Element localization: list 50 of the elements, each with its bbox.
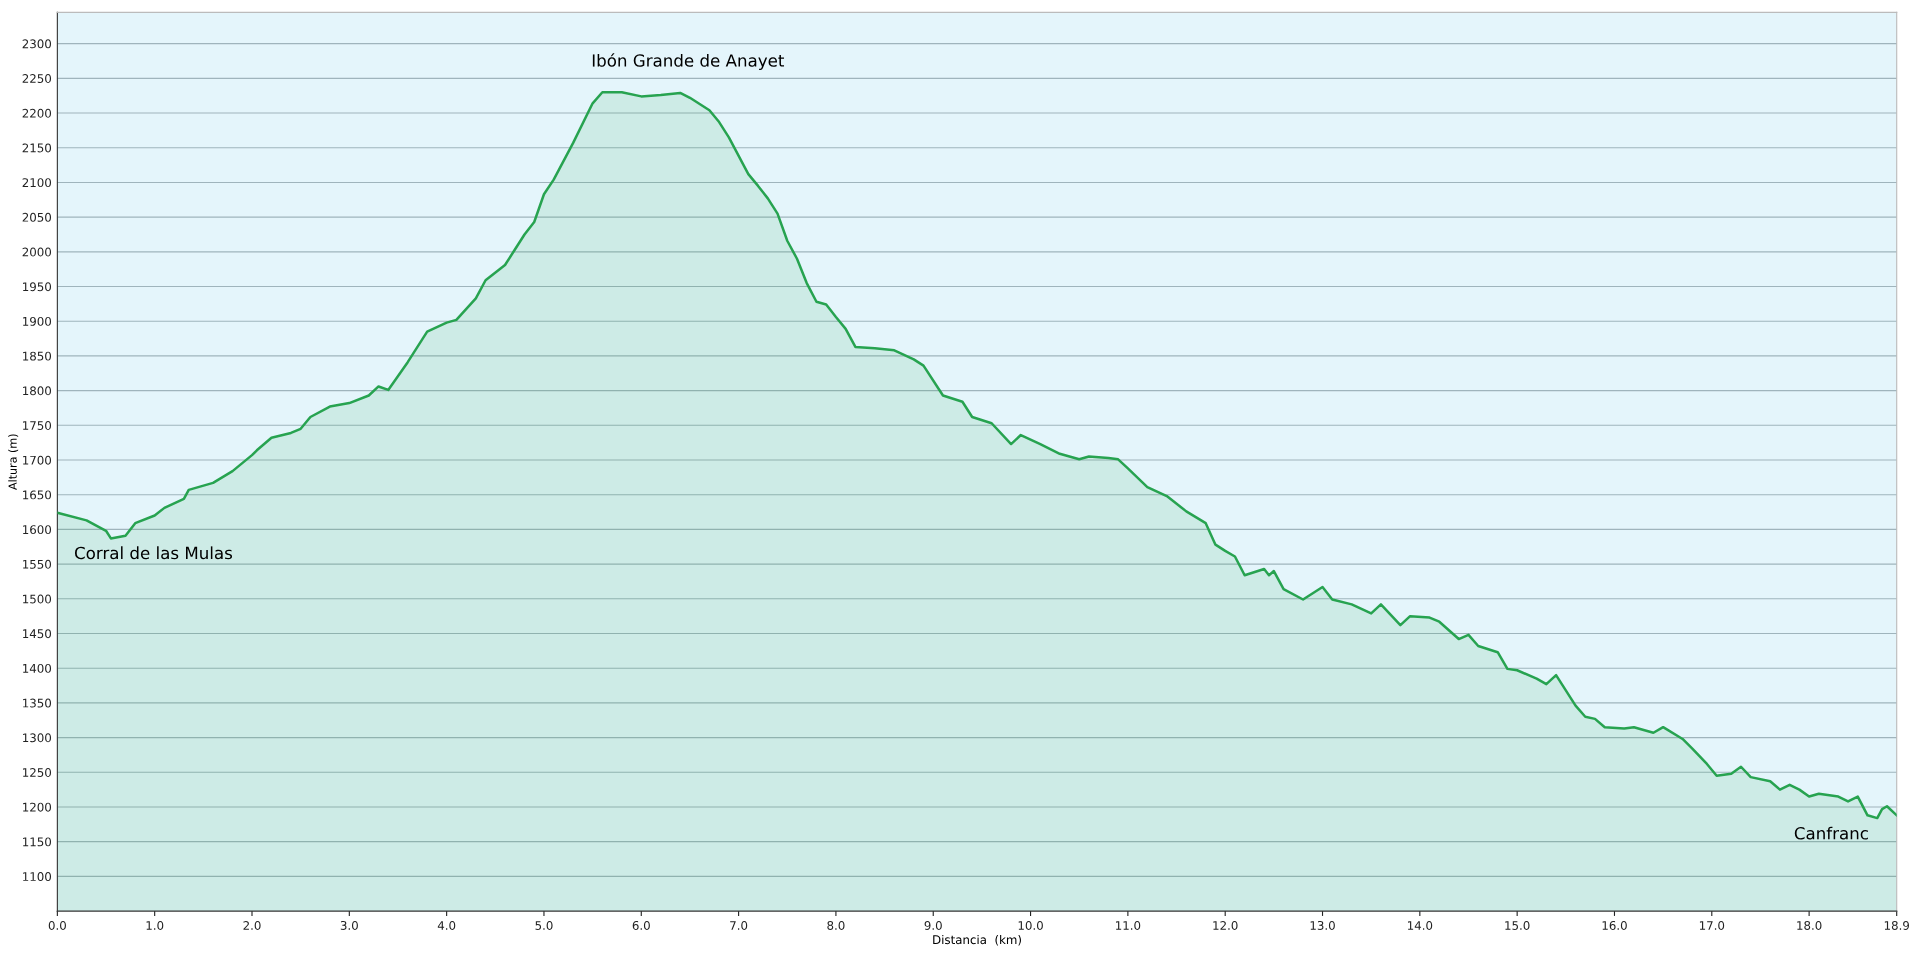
x-tick-label: 14.0 bbox=[1407, 921, 1433, 930]
y-tick-label: 2150 bbox=[22, 143, 52, 153]
y-tick-label: 1500 bbox=[23, 594, 52, 604]
y-tick-label: 1300 bbox=[23, 733, 52, 743]
y-tick-label: 2200 bbox=[22, 108, 52, 118]
y-tick-label: 2250 bbox=[22, 74, 52, 83]
x-tick-label: 1.0 bbox=[146, 921, 164, 930]
y-tick-label: 1450 bbox=[23, 629, 52, 639]
y-tick-label: 1700 bbox=[23, 455, 52, 465]
x-tick-label: 11.0 bbox=[1116, 921, 1141, 930]
y-tick-label: 1600 bbox=[23, 525, 52, 535]
x-tick-label: 6.0 bbox=[632, 921, 650, 930]
x-tick-label: 2.0 bbox=[243, 921, 261, 930]
x-tick-label: 17.0 bbox=[1699, 921, 1725, 930]
annotation: Corral de las Mulas bbox=[74, 546, 233, 560]
x-tick-label: 7.0 bbox=[730, 921, 748, 930]
x-tick-label: 9.0 bbox=[924, 921, 942, 930]
y-tick-label: 1950 bbox=[23, 282, 52, 292]
y-tick-label: 1150 bbox=[23, 837, 52, 847]
y-tick-label: 2100 bbox=[22, 178, 52, 188]
y-tick-label: 1650 bbox=[23, 490, 52, 500]
y-tick-label: 2000 bbox=[22, 247, 52, 257]
x-tick-label: 18.9 bbox=[1884, 921, 1910, 930]
annotation: Ibón Grande de Anayet bbox=[592, 53, 785, 71]
y-tick-label: 1400 bbox=[23, 663, 52, 673]
annotation: Canfranc bbox=[1794, 826, 1868, 840]
y-tick-label: 2300 bbox=[22, 39, 52, 49]
y-tick-label: 1750 bbox=[23, 421, 52, 430]
x-tick-label: 18.0 bbox=[1797, 921, 1822, 930]
x-tick-label: 15.0 bbox=[1505, 921, 1530, 930]
y-tick-label: 1200 bbox=[23, 802, 52, 812]
y-tick-label: 1850 bbox=[23, 351, 52, 361]
x-tick-label: 13.0 bbox=[1310, 921, 1335, 930]
x-tick-label: 5.0 bbox=[535, 921, 553, 930]
x-tick-label: 16.0 bbox=[1602, 921, 1627, 930]
x-tick-label: 4.0 bbox=[437, 921, 456, 930]
x-axis-title: Distancia (km) bbox=[933, 935, 1021, 946]
y-axis-title: Altura (m) bbox=[8, 434, 19, 490]
x-tick-label: 10.0 bbox=[1018, 921, 1043, 930]
x-tick-label: 12.0 bbox=[1213, 921, 1238, 930]
y-tick-label: 1100 bbox=[23, 872, 52, 882]
y-tick-label: 1350 bbox=[23, 698, 52, 708]
y-tick-label: 1250 bbox=[23, 768, 52, 777]
y-tick-label: 1900 bbox=[23, 316, 52, 326]
y-tick-label: 1800 bbox=[23, 386, 52, 396]
y-tick-label: 2050 bbox=[22, 212, 52, 222]
y-tick-label: 1550 bbox=[23, 559, 52, 569]
x-tick-label: 3.0 bbox=[340, 921, 358, 930]
x-tick-label: 0.0 bbox=[48, 921, 66, 930]
x-tick-label: 8.0 bbox=[827, 921, 845, 930]
